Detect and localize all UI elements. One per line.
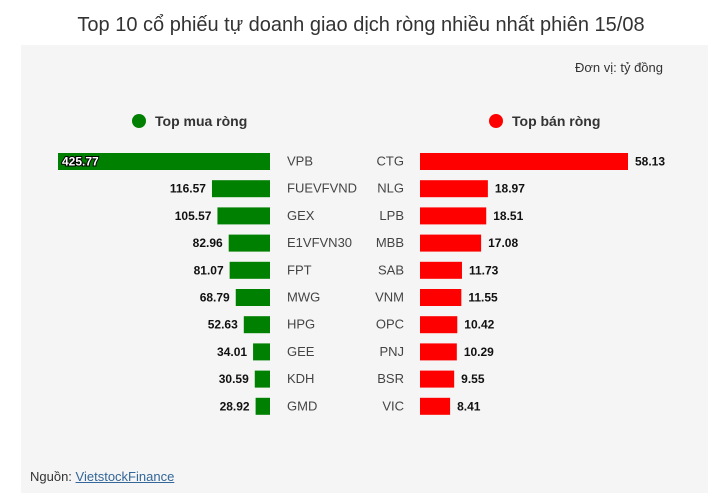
legend-buy: Top mua ròng [132, 113, 247, 129]
source-label: Nguồn: [30, 469, 76, 484]
sell-category-label: NLG [377, 181, 404, 196]
sell-value-label: 9.55 [461, 372, 485, 386]
buy-bar [254, 370, 270, 388]
sell-bar [420, 234, 482, 252]
buy-category-label: GEX [287, 208, 315, 223]
buy-category-label: MWG [287, 290, 320, 305]
buy-value-label: 105.57 [175, 209, 212, 223]
buy-bar [228, 234, 270, 252]
legend-sell-label: Top bán ròng [512, 113, 601, 129]
buy-category-label: GEE [287, 344, 315, 359]
sell-value-label: 17.08 [488, 236, 518, 250]
buy-value-label: 52.63 [208, 318, 238, 332]
sell-category-label: VIC [382, 398, 404, 413]
sell-category-label: VNM [375, 290, 404, 305]
legend-buy-marker [132, 114, 146, 128]
buy-bar [255, 397, 270, 415]
sell-bar [420, 261, 462, 279]
sell-value-label: 18.97 [495, 182, 525, 196]
legend-sell-marker [489, 114, 503, 128]
buy-category-label: VPB [287, 154, 313, 169]
sell-value-label: 10.42 [464, 318, 494, 332]
sell-bar [420, 397, 451, 415]
sell-value-label: 10.29 [464, 345, 494, 359]
buy-bar [217, 207, 270, 225]
buy-category-label: GMD [287, 398, 317, 413]
buy-value-label: 34.01 [217, 345, 247, 359]
buy-value-label: 425.77 [62, 155, 99, 169]
legend-sell: Top bán ròng [489, 113, 600, 129]
sell-bar [420, 207, 487, 225]
sell-category-label: LPB [379, 208, 404, 223]
buy-category-label: KDH [287, 371, 314, 386]
sell-category-label: SAB [378, 262, 404, 277]
source-note: Nguồn: VietstockFinance [30, 469, 174, 484]
buy-category-label: FUEVFVND [287, 181, 357, 196]
sell-bar [420, 153, 628, 170]
sell-bar [420, 343, 457, 361]
unit-label: Đơn vị: tỷ đồng [574, 60, 663, 75]
buy-value-label: 116.57 [170, 182, 206, 196]
sell-value-label: 11.73 [469, 263, 499, 277]
sell-category-label: PNJ [379, 344, 404, 359]
chart-title: Top 10 cổ phiếu tự doanh giao dịch ròng … [77, 14, 645, 36]
legend-buy-label: Top mua ròng [155, 113, 248, 129]
buy-category-label: FPT [287, 262, 312, 277]
sell-bar [420, 180, 488, 198]
sell-category-label: BSR [377, 371, 404, 386]
buy-bar [211, 180, 270, 198]
source-link[interactable]: VietstockFinance [75, 469, 175, 484]
buy-value-label: 81.07 [194, 263, 224, 277]
buy-bar [58, 153, 270, 170]
sell-value-label: 11.55 [468, 291, 498, 305]
buy-category-label: E1VFVN30 [287, 235, 352, 250]
buy-bar [243, 316, 270, 334]
sell-bar [420, 370, 455, 388]
sell-bar [420, 316, 458, 334]
buy-category-label: HPG [287, 317, 315, 332]
chart-panel: Đơn vị: tỷ đồng Top mua ròng Top bán ròn… [21, 45, 708, 493]
sell-bar [420, 289, 462, 306]
buy-value-label: 82.96 [193, 236, 223, 250]
buy-value-label: 68.79 [200, 291, 230, 305]
sell-value-label: 58.13 [635, 155, 665, 169]
buy-value-label: 30.59 [219, 372, 249, 386]
buy-bar [229, 261, 270, 279]
sell-value-label: 18.51 [493, 209, 523, 223]
buy-bar [235, 289, 270, 306]
sell-category-label: OPC [376, 317, 404, 332]
sell-value-label: 8.41 [457, 399, 481, 413]
buy-bar [253, 343, 270, 361]
sell-category-label: CTG [377, 154, 404, 169]
buy-value-label: 28.92 [220, 399, 250, 413]
sell-category-label: MBB [376, 235, 404, 250]
